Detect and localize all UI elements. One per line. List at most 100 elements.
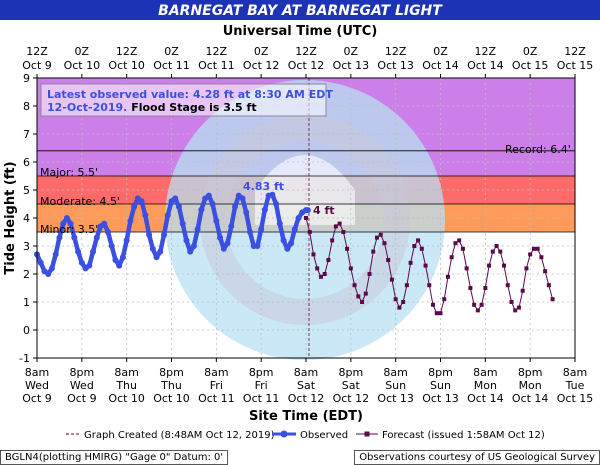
- y-tick-label: -1: [19, 352, 30, 365]
- observed-point: [269, 191, 276, 198]
- top-tick-date: Oct 15: [557, 59, 594, 72]
- top-tick-label: 0Z: [344, 45, 359, 58]
- bottom-tick-date: Oct 11: [198, 392, 235, 405]
- bottom-tick-day: Thu: [115, 379, 137, 392]
- bottom-tick-time: 8am: [114, 366, 138, 379]
- record-stage-label: Record: 6.4': [505, 143, 571, 156]
- legend-observed-label: Observed: [300, 430, 348, 441]
- forecast-point: [330, 238, 335, 243]
- top-tick-label: 0Z: [164, 45, 179, 58]
- y-tick-label: 5: [23, 184, 30, 197]
- forecast-point: [341, 230, 346, 234]
- forecast-point: [445, 274, 450, 279]
- observed-point: [86, 262, 93, 269]
- observed-point: [172, 195, 179, 202]
- info-line-1: Latest observed value: 4.28 ft at 8:30 A…: [47, 88, 333, 101]
- bottom-tick-date: Oct 14: [512, 392, 549, 405]
- observed-point: [161, 231, 168, 238]
- forecast-point: [378, 232, 383, 237]
- observed-point: [276, 220, 283, 227]
- observed-point: [90, 248, 97, 255]
- forecast-point: [460, 246, 465, 251]
- bottom-tick-time: 8am: [25, 366, 49, 379]
- top-tick-date: Oct 13: [377, 59, 414, 72]
- top-tick-label: 12Z: [26, 45, 48, 58]
- forecast-point: [509, 300, 514, 304]
- forecast-point: [326, 258, 331, 262]
- noaa-gull-icon: [255, 155, 355, 225]
- observed-point: [119, 254, 126, 261]
- top-tick-date: Oct 14: [422, 59, 459, 72]
- observed-point: [146, 231, 153, 238]
- forecast-point: [427, 283, 432, 288]
- observed-point: [239, 195, 246, 202]
- forecast-point: [315, 266, 320, 271]
- top-tick-date: Oct 10: [64, 59, 101, 72]
- forecast-point: [371, 249, 376, 254]
- observed-point: [194, 226, 201, 233]
- top-tick-label: 0Z: [433, 45, 448, 58]
- observed-point: [258, 226, 265, 233]
- top-tick-date: Oct 12: [288, 59, 325, 72]
- credit-footer: Observations courtesy of US Geological S…: [354, 450, 600, 465]
- forecast-point: [360, 300, 365, 304]
- legend-forecast-label: Forecast (issued 1:58AM Oct 12): [382, 430, 545, 441]
- y-tick-label: 6: [23, 156, 30, 169]
- bottom-tick-date: Oct 13: [377, 392, 414, 405]
- bottom-tick-time: 8am: [473, 366, 497, 379]
- forecast-point: [333, 224, 338, 229]
- observed-point: [295, 215, 302, 221]
- forecast-point: [520, 288, 525, 293]
- forecast-point: [479, 302, 484, 307]
- observed-point: [261, 206, 268, 213]
- y-tick-label: 9: [23, 72, 30, 85]
- bottom-tick-time: 8am: [563, 366, 587, 379]
- forecast-point: [311, 252, 316, 257]
- forecast-point: [449, 255, 454, 260]
- top-tick-date: Oct 10: [108, 59, 145, 72]
- info-box-frame: [40, 83, 327, 117]
- observed-point: [127, 217, 134, 224]
- bottom-tick-time: 8am: [383, 366, 407, 379]
- top-axis-title: Universal Time (UTC): [223, 24, 378, 39]
- forecast-point: [348, 266, 353, 271]
- bottom-tick-time: 8am: [294, 366, 318, 379]
- y-tick-label: 2: [23, 268, 30, 281]
- top-tick-label: 0Z: [523, 45, 538, 58]
- forecast-point: [498, 249, 503, 254]
- observed-point: [232, 203, 239, 210]
- observed-point: [175, 203, 182, 210]
- forecast-point: [318, 274, 323, 279]
- bottom-tick-date: Oct 12: [288, 392, 325, 405]
- legend-observed-marker-icon: [280, 430, 288, 438]
- observed-point: [280, 237, 287, 244]
- observed-point: [187, 248, 194, 255]
- observed-point: [56, 234, 63, 241]
- forecast-point: [516, 305, 521, 310]
- chart-title: BARNEGAT BAY AT BARNEGAT LIGHT: [158, 3, 443, 19]
- forecast-point: [322, 272, 327, 276]
- bottom-tick-date: Oct 14: [467, 392, 504, 405]
- bottom-tick-time: 8pm: [338, 366, 363, 379]
- forecast-point: [337, 221, 342, 226]
- forecast-point: [393, 297, 398, 302]
- observed-point: [131, 203, 138, 210]
- forecast-point: [367, 272, 372, 276]
- observed-point: [284, 245, 291, 252]
- series-layer: [34, 191, 555, 316]
- top-tick-date: Oct 9: [22, 59, 52, 72]
- legend-created-label: Graph Created (8:48AM Oct 12, 2019): [84, 430, 275, 441]
- observed-point: [217, 234, 224, 241]
- forecast-point: [408, 260, 413, 265]
- observed-point: [213, 217, 220, 224]
- forecast-point: [389, 277, 394, 282]
- top-tick-label: 12Z: [295, 45, 317, 58]
- y-tick-label: 8: [23, 100, 30, 113]
- top-tick-date: Oct 13: [333, 59, 370, 72]
- observed-point: [78, 259, 85, 266]
- bottom-tick-date: Oct 15: [557, 392, 594, 405]
- bottom-tick-day: Wed: [70, 379, 94, 392]
- datum-footer: BGLN4(plotting HMIRG) "Gage 0" Datum: 0': [0, 450, 229, 465]
- top-tick-label: 0Z: [254, 45, 269, 58]
